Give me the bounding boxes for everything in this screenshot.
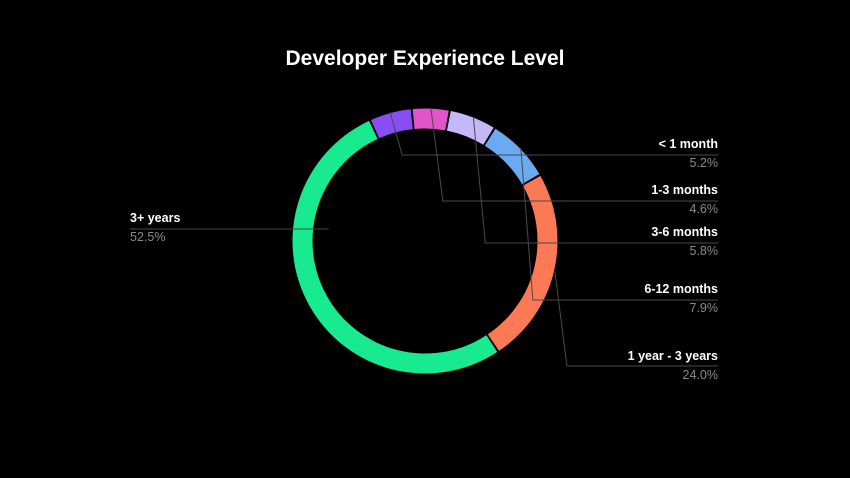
label-1-month: < 1 month bbox=[659, 137, 718, 151]
leader-line-1-3-months bbox=[430, 107, 718, 202]
value-3-years: 52.5% bbox=[130, 230, 165, 244]
slice-3-6-months bbox=[446, 111, 494, 145]
label-6-12-months: 6-12 months bbox=[644, 282, 718, 296]
value-6-12-months: 7.9% bbox=[690, 301, 719, 315]
leader-line-3-6-months bbox=[472, 116, 718, 244]
slice-6-12-months bbox=[484, 128, 540, 185]
label-1-year-3-years: 1 year - 3 years bbox=[628, 349, 718, 363]
value-1-year-3-years: 24.0% bbox=[683, 368, 718, 382]
leader-line-6-12-months bbox=[520, 148, 718, 301]
label-3-6-months: 3-6 months bbox=[651, 225, 718, 239]
chart-title: Developer Experience Level bbox=[286, 47, 565, 70]
slice-3-years bbox=[292, 120, 498, 374]
slice-1-year-3-years bbox=[487, 175, 558, 351]
value-1-month: 5.2% bbox=[690, 156, 719, 170]
leader-lines bbox=[130, 107, 718, 367]
leader-line-1-month bbox=[389, 111, 718, 156]
leader-line-1-year-3-years bbox=[554, 271, 718, 367]
donut-slices bbox=[292, 108, 558, 374]
value-3-6-months: 5.8% bbox=[690, 244, 719, 258]
value-1-3-months: 4.6% bbox=[690, 202, 719, 216]
label-1-3-months: 1-3 months bbox=[651, 183, 718, 197]
slice-labels: < 1 month 5.2% 1-3 months 4.6% 3-6 months 5.8… bbox=[130, 137, 718, 382]
slice-1-month bbox=[371, 109, 413, 139]
slice-1-3-months bbox=[412, 108, 449, 131]
label-3-years: 3+ years bbox=[130, 211, 180, 225]
